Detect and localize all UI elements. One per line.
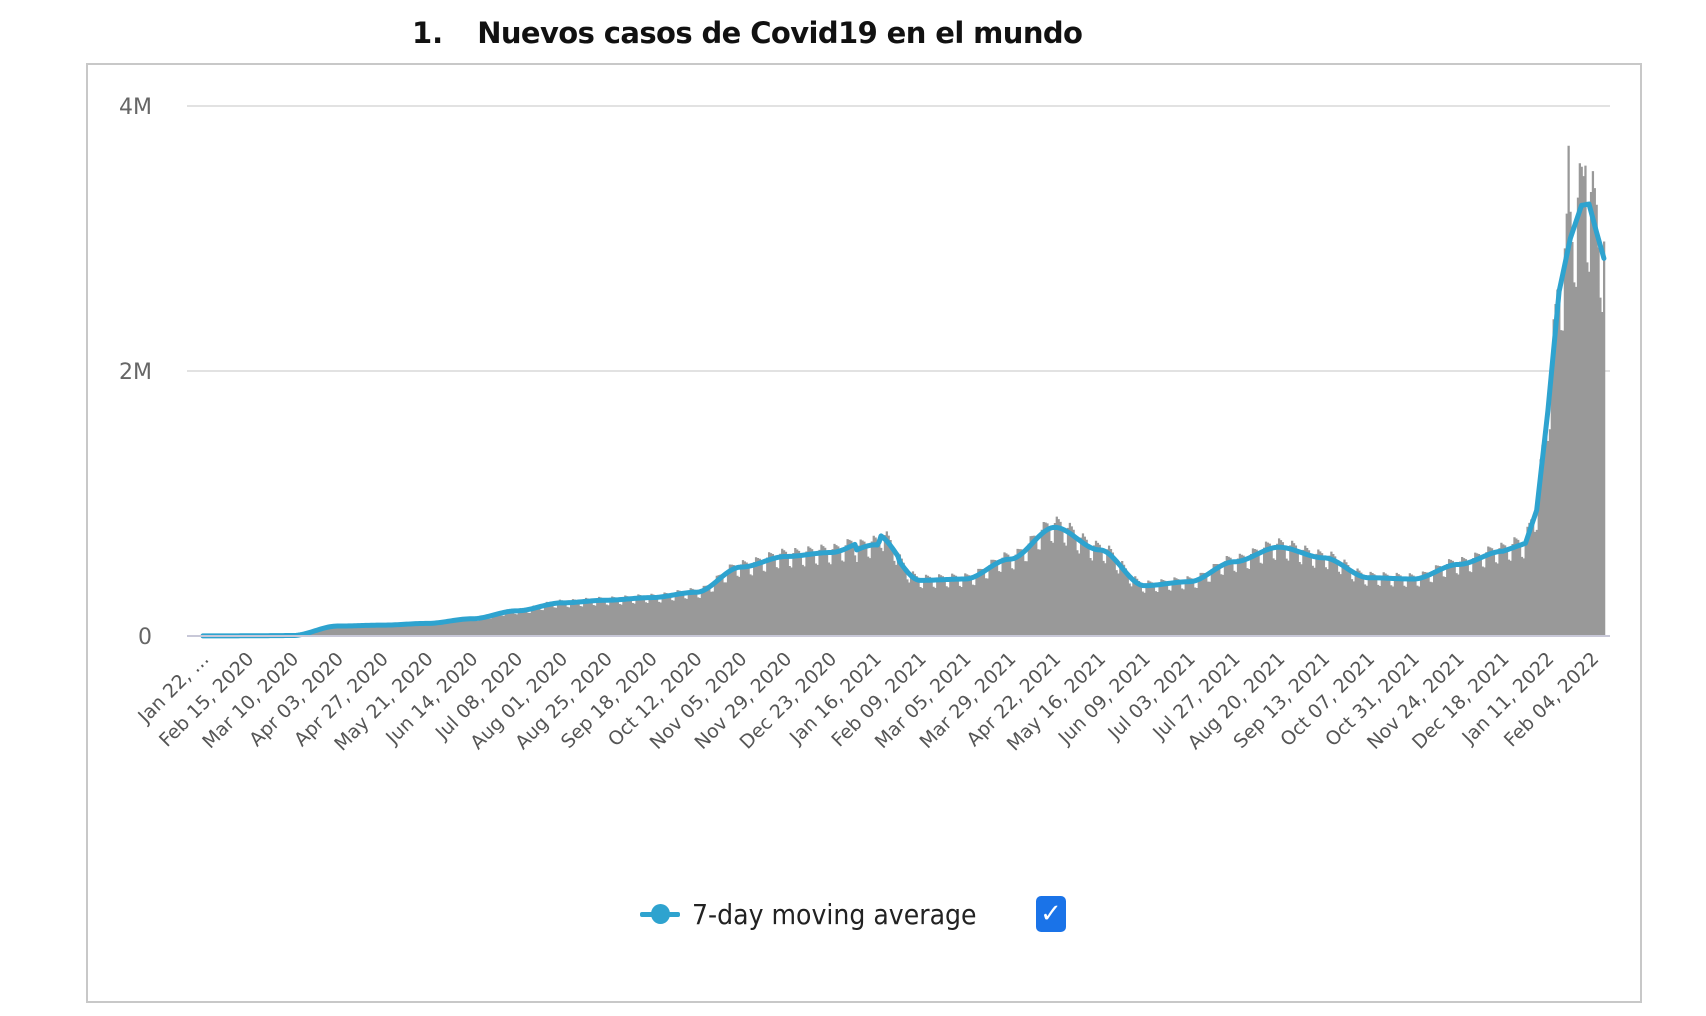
y-axis-ticks: 0 2M 4M [119,95,152,650]
chart-frame [86,63,1642,1003]
chart-title-text: Nuevos casos de Covid19 en el mundo [477,16,1083,50]
y-tick-label: 2M [119,360,152,385]
legend[interactable]: 7-day moving average ✓ [640,892,1066,936]
gridlines [187,105,1610,372]
moving-average-legend-marker-icon [640,904,680,924]
chart-title-number: 1. [412,16,444,50]
daily-cases-bars [202,145,1606,636]
moving-average-toggle-checkbox[interactable]: ✓ [1036,896,1066,932]
moving-average-line [200,201,1607,639]
chart-title: 1. Nuevos casos de Covid19 en el mundo [412,16,1083,50]
y-tick-label: 4M [119,95,152,120]
legend-label: 7-day moving average [692,897,977,931]
y-tick-label: 0 [138,625,152,650]
checkmark-icon: ✓ [1040,899,1062,929]
